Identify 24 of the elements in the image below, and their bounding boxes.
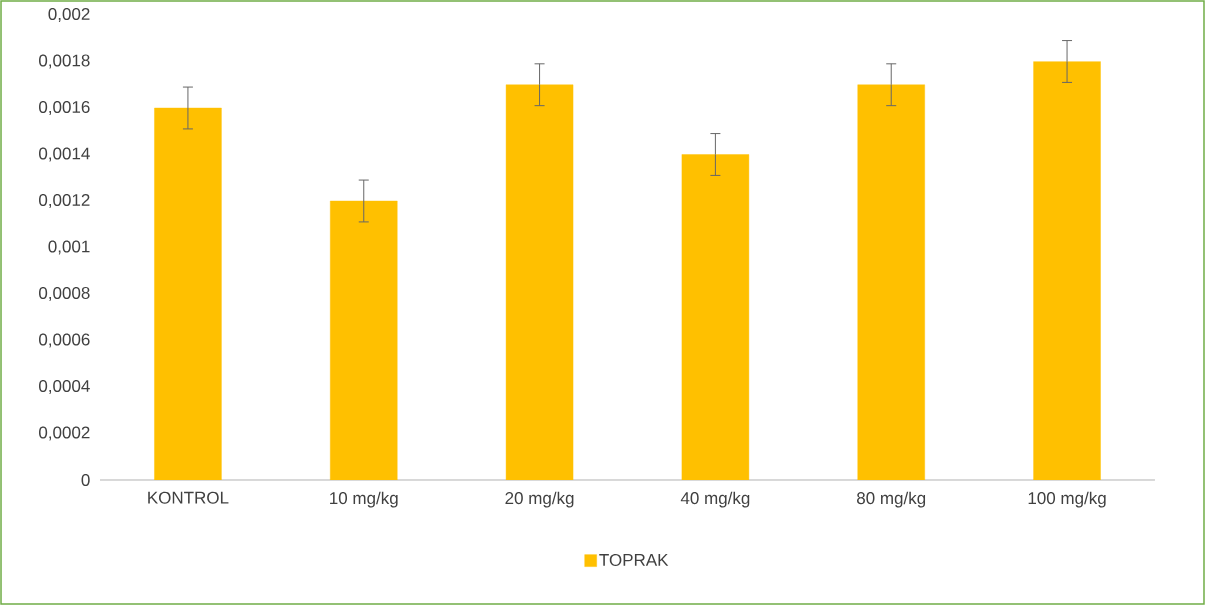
bar — [1033, 61, 1101, 480]
bar — [330, 200, 398, 480]
x-tick-label: 100 mg/kg — [1028, 491, 1106, 508]
y-tick-label: 0,0008 — [39, 286, 90, 302]
bar — [505, 84, 574, 480]
bar — [154, 107, 222, 480]
x-tick-label: 40 mg/kg — [680, 491, 750, 508]
y-tick-label: 0,0012 — [39, 193, 90, 209]
y-tick-label: 0,0016 — [39, 100, 90, 116]
y-tick-label: 0,0018 — [39, 54, 90, 69]
y-tick-label: 0,0014 — [39, 147, 90, 162]
y-tick-label: 0,001 — [48, 240, 90, 255]
bar — [857, 84, 925, 480]
y-tick-label: 0,0002 — [39, 426, 90, 441]
x-tick-label: KONTROL — [148, 491, 229, 504]
y-tick-label: 0 — [81, 473, 90, 487]
x-tick-label: 10 mg/kg — [330, 491, 398, 508]
bar — [681, 154, 750, 480]
x-tick-label: 20 mg/kg — [505, 491, 574, 508]
y-tick-label: 0,0004 — [39, 379, 90, 395]
x-tick-label: 80 mg/kg — [857, 491, 926, 508]
y-tick-label: 0,002 — [48, 7, 90, 23]
y-tick-label: 0,0006 — [39, 333, 90, 348]
legend-label: TOPRAK — [599, 553, 669, 566]
